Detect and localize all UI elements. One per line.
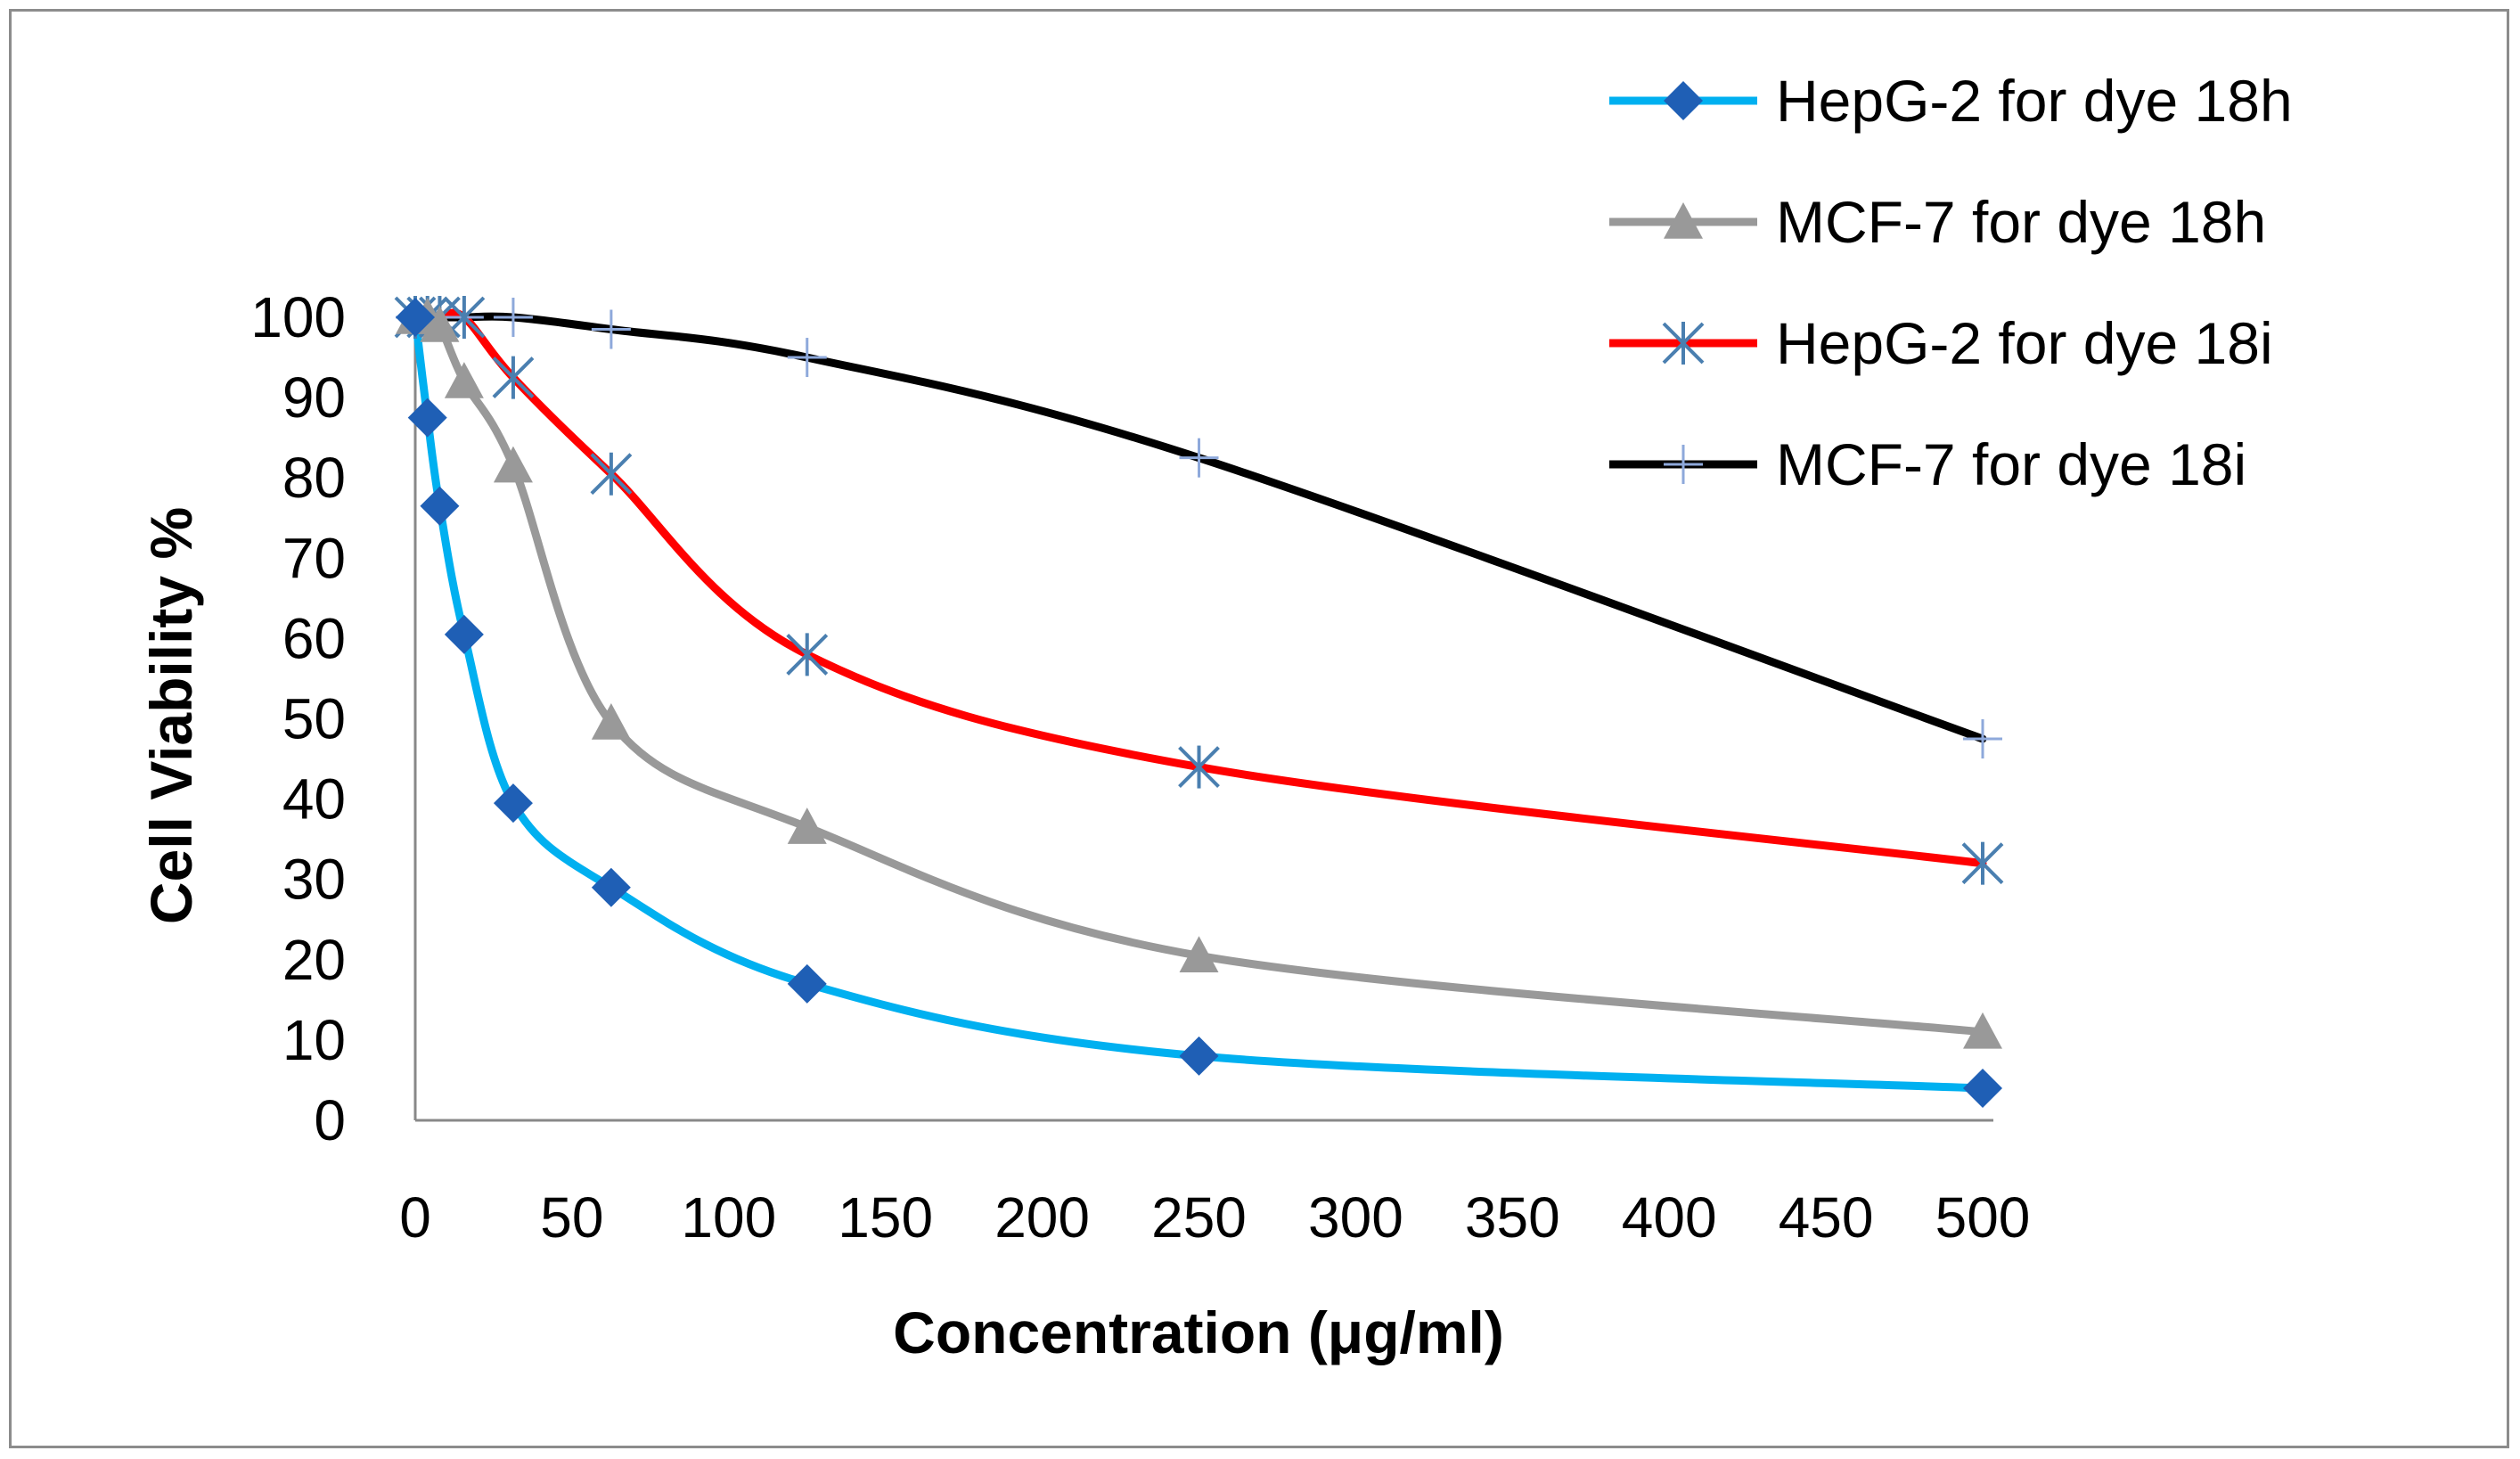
y-axis-title: Cell Viability % [138,507,204,924]
data-point [786,633,829,676]
y-tick-label: 40 [282,767,346,832]
x-tick-label: 450 [1779,1185,1874,1250]
x-tick-label: 150 [838,1185,933,1250]
y-tick-label: 90 [282,365,346,430]
x-tick-label: 500 [1935,1185,2031,1250]
y-tick-label: 60 [282,606,346,670]
axes [413,312,1993,1122]
x-tick-label: 0 [399,1185,431,1250]
x-axis-title: Concentration (μg/ml) [893,1299,1504,1365]
data-point [787,807,827,844]
data-point [420,306,460,342]
legend-item: MCF-7 for dye 18h [1609,189,2266,255]
data-point [444,362,484,398]
data-point [591,703,631,740]
legend-item: HepG-2 for dye 18i [1609,310,2273,376]
x-tick-label: 400 [1622,1185,1717,1250]
legend-item: MCF-7 for dye 18i [1609,431,2246,497]
y-tick-label: 100 [250,285,346,349]
data-point [591,309,631,349]
x-tick-label: 300 [1308,1185,1403,1250]
series-3-markers [394,296,2004,885]
data-point [396,298,435,337]
series-markers [394,296,2004,1108]
data-point [420,486,460,526]
legend-marker [1662,322,1705,365]
legend-label: HepG-2 for dye 18h [1776,68,2293,134]
data-point [787,963,827,1004]
legend-label: MCF-7 for dye 18h [1776,189,2266,255]
data-point [407,398,447,438]
x-tick-labels: 0 50 100 150 200 250 300 350 400 450 500 [399,1185,2030,1250]
y-tick-label: 0 [314,1088,346,1152]
y-tick-label: 10 [282,1008,346,1072]
data-point [1179,1036,1219,1076]
series-line-1 [411,313,1987,1093]
legend-label: HepG-2 for dye 18i [1776,310,2273,376]
legend: HepG-2 for dye 18h MCF-7 for dye 18h HepG-… [1609,68,2293,497]
series-2-markers [396,298,2002,1049]
y-tick-label: 20 [282,928,346,992]
series-line-2 [411,312,1987,1037]
data-point [1179,438,1219,478]
legend-label: MCF-7 for dye 18i [1776,431,2246,497]
x-tick-label: 350 [1465,1185,1560,1250]
data-point [590,452,633,496]
data-point [492,356,535,399]
legend-marker [1664,81,1703,120]
data-point [444,614,484,654]
x-tick-label: 200 [994,1185,1090,1250]
data-point [493,298,533,337]
data-point [493,446,533,483]
data-point [1963,1012,2002,1049]
y-tick-labels: 0 10 20 30 40 50 60 70 80 90 100 [250,285,346,1152]
y-tick-label: 50 [282,687,346,751]
data-point [787,338,827,378]
series-line-4 [411,312,1987,743]
series-1-markers [396,298,2002,1108]
chart-frame [9,9,2509,1448]
data-point [591,867,631,907]
data-point [493,783,533,824]
y-tick-label: 30 [282,848,346,912]
data-point [1963,719,2002,759]
legend-item: HepG-2 for dye 18h [1609,68,2293,134]
x-tick-label: 50 [540,1185,603,1250]
y-tick-label: 70 [282,526,346,590]
legend-marker [1664,445,1703,484]
data-point [1963,1068,2002,1108]
series-4-markers [396,298,2002,759]
data-point [1179,936,1219,972]
data-point [1961,841,2004,885]
y-tick-label: 80 [282,446,346,510]
x-tick-label: 100 [681,1185,776,1250]
data-point [1178,745,1220,789]
legend-marker [1664,202,1703,239]
x-tick-label: 250 [1151,1185,1247,1250]
